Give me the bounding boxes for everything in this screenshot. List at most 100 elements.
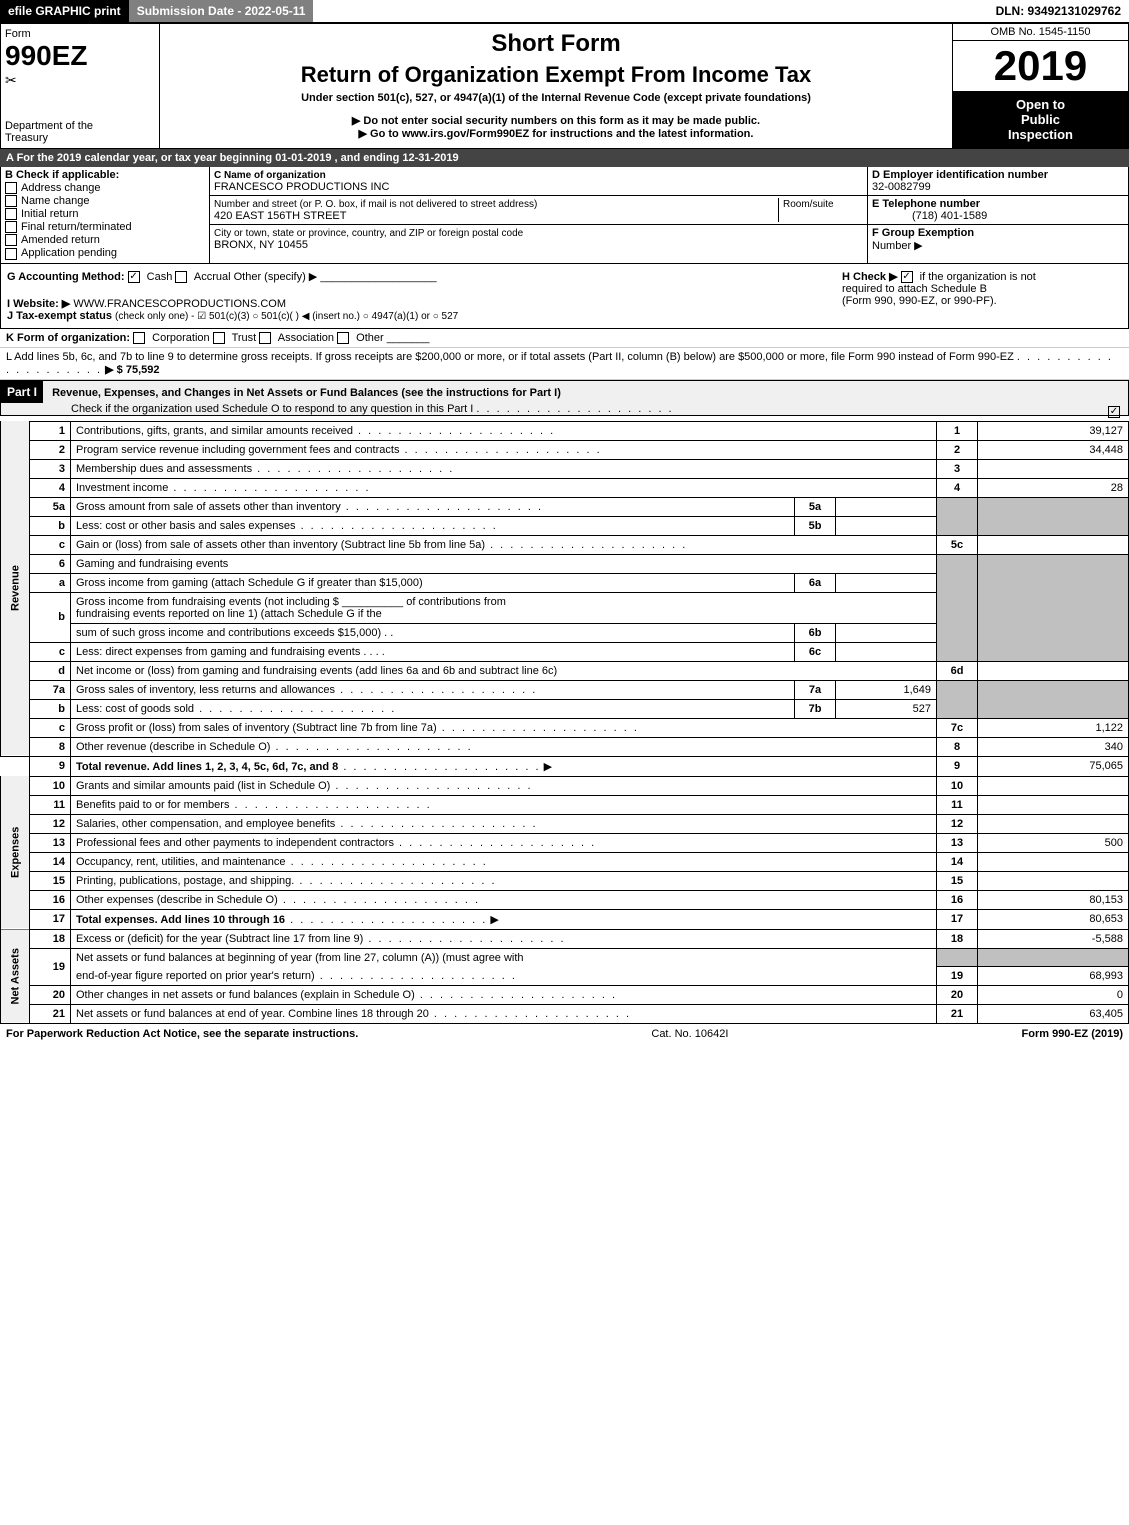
check-name[interactable]: Name change [5, 195, 205, 207]
line-19-shaded-amt [978, 948, 1129, 967]
line-19-no: 19 [30, 948, 71, 986]
accrual-label: Accrual [194, 271, 231, 283]
k-trust-check[interactable] [213, 332, 225, 344]
dept-line2: Treasury [5, 132, 48, 144]
h-text3: (Form 990, 990-EZ, or 990-PF). [842, 295, 997, 307]
k-assoc-check[interactable] [259, 332, 271, 344]
accrual-checkbox[interactable] [175, 271, 187, 283]
line-16-no: 16 [30, 890, 71, 909]
schedule-b-checkbox[interactable] [901, 271, 913, 283]
line-10-amount [978, 776, 1129, 795]
part1-header: Part I Revenue, Expenses, and Changes in… [0, 380, 1129, 416]
k-corp-check[interactable] [133, 332, 145, 344]
footer-center: Cat. No. 10642I [358, 1028, 1021, 1040]
line-10-no: 10 [30, 776, 71, 795]
h-label: H Check ▶ [842, 271, 898, 283]
tax-period: A For the 2019 calendar year, or tax yea… [0, 149, 1129, 167]
info-block: B Check if applicable: Address change Na… [0, 167, 1129, 264]
check-amended-label: Amended return [21, 234, 100, 246]
addr-label: Number and street (or P. O. box, if mail… [214, 199, 537, 210]
line-18-desc: Excess or (deficit) for the year (Subtra… [76, 933, 363, 945]
ein-row: D Employer identification number 32-0082… [868, 167, 1128, 196]
check-initial-label: Initial return [21, 208, 78, 220]
line-2-desc: Program service revenue including govern… [76, 444, 399, 456]
line-6d-no: d [30, 661, 71, 680]
j-text: (check only one) - ☑ 501(c)(3) ○ 501(c)(… [115, 311, 458, 322]
warning-2-text: ▶ Go to www.irs.gov/Form990EZ for instru… [359, 128, 754, 140]
line-18-rno: 18 [937, 929, 978, 948]
line-5a-subno: 5a [795, 497, 836, 516]
check-address-label: Address change [21, 182, 101, 194]
e-label: E Telephone number [872, 198, 980, 210]
group-exemption-row: F Group Exemption Number ▶ [868, 225, 1128, 254]
check-address[interactable]: Address change [5, 182, 205, 194]
check-final[interactable]: Final return/terminated [5, 221, 205, 233]
open-line2: Public [1021, 112, 1060, 127]
line-13-desc: Professional fees and other payments to … [76, 837, 394, 849]
k-other-check[interactable] [337, 332, 349, 344]
open-line1: Open to [1016, 97, 1065, 112]
line-5b-desc: Less: cost or other basis and sales expe… [76, 520, 296, 532]
line-12-rno: 12 [937, 814, 978, 833]
line-12-desc: Salaries, other compensation, and employ… [76, 818, 335, 830]
line-18-no: 18 [30, 929, 71, 948]
submission-date: Submission Date - 2022-05-11 [129, 0, 314, 22]
line-6c-desc: Less: direct expenses from gaming and fu… [76, 646, 360, 658]
part1-label: Part I [1, 381, 43, 403]
tax-exempt-row: J Tax-exempt status (check only one) - ☑… [7, 310, 842, 322]
line-14-rno: 14 [937, 852, 978, 871]
line-12-no: 12 [30, 814, 71, 833]
room-label: Room/suite [783, 199, 834, 210]
h-text2: required to attach Schedule B [842, 283, 987, 295]
line-6a-subval [836, 573, 937, 592]
j-label: J Tax-exempt status [7, 310, 112, 322]
line-19-desc-a: Net assets or fund balances at beginning… [76, 952, 524, 964]
open-line3: Inspection [1008, 127, 1073, 142]
org-name: FRANCESCO PRODUCTIONS INC [214, 181, 389, 193]
form-number: 990EZ [5, 40, 155, 72]
line-9-rno: 9 [937, 756, 978, 776]
line-5c-rno: 5c [937, 535, 978, 554]
line-15-desc: Printing, publications, postage, and shi… [76, 875, 294, 887]
line-4-rno: 4 [937, 478, 978, 497]
check-pending[interactable]: Application pending [5, 247, 205, 259]
line-2-no: 2 [30, 440, 71, 459]
line-8-rno: 8 [937, 737, 978, 756]
line-8-desc: Other revenue (describe in Schedule O) [76, 741, 270, 753]
dln-label: DLN: 93492131029762 [988, 0, 1129, 22]
line-17-no: 17 [30, 909, 71, 929]
accounting-method: G Accounting Method: Cash Accrual Other … [7, 270, 842, 283]
footer-left: For Paperwork Reduction Act Notice, see … [6, 1028, 358, 1040]
website-row: I Website: ▶ WWW.FRANCESCOPRODUCTIONS.CO… [7, 297, 842, 310]
line-7b-subval: 527 [836, 699, 937, 718]
line-7b-no: b [30, 699, 71, 718]
line-4-no: 4 [30, 478, 71, 497]
check-final-label: Final return/terminated [21, 221, 132, 233]
line-1-desc: Contributions, gifts, grants, and simila… [76, 425, 353, 437]
line-6c-subno: 6c [795, 642, 836, 661]
line-15-amount [978, 871, 1129, 890]
line-5b-subno: 5b [795, 516, 836, 535]
form-label: Form [5, 28, 155, 40]
line-6-no: 6 [30, 554, 71, 573]
efile-label: efile GRAPHIC print [0, 0, 129, 22]
section-h: H Check ▶ if the organization is not req… [842, 270, 1122, 322]
line-10-rno: 10 [937, 776, 978, 795]
cash-label: Cash [147, 271, 173, 283]
schedule-o-checkbox[interactable] [1108, 406, 1120, 418]
line-6a-subno: 6a [795, 573, 836, 592]
section-g-row: G Accounting Method: Cash Accrual Other … [0, 264, 1129, 329]
section-def: D Employer identification number 32-0082… [867, 167, 1128, 263]
cash-checkbox[interactable] [128, 271, 140, 283]
check-amended[interactable]: Amended return [5, 234, 205, 246]
line-16-amount: 80,153 [978, 890, 1129, 909]
line-19-amount: 68,993 [978, 967, 1129, 986]
line-7c-rno: 7c [937, 718, 978, 737]
line-9-amount: 75,065 [978, 756, 1129, 776]
line-7b-subno: 7b [795, 699, 836, 718]
line-13-no: 13 [30, 833, 71, 852]
line-20-amount: 0 [978, 986, 1129, 1005]
check-initial[interactable]: Initial return [5, 208, 205, 220]
line-15-no: 15 [30, 871, 71, 890]
line-16-desc: Other expenses (describe in Schedule O) [76, 894, 278, 906]
